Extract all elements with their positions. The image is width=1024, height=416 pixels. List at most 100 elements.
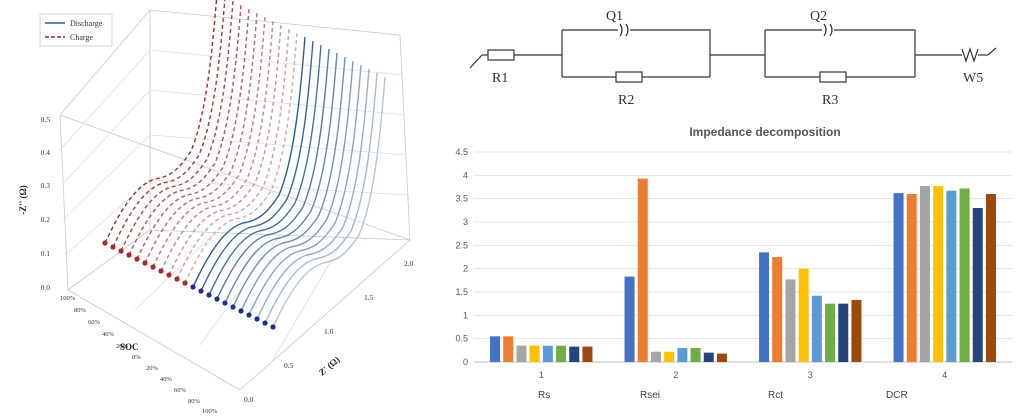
soc-tick: 80% bbox=[188, 398, 201, 405]
charge-marker-1 bbox=[102, 240, 108, 246]
x-ticks: 0.0 0.5 1.0 1.5 2.0 bbox=[244, 259, 414, 404]
cpe-q1 bbox=[619, 23, 629, 37]
bar-grid bbox=[474, 151, 1012, 363]
soc-tick: 100% bbox=[202, 408, 218, 415]
discharge-marker-10 bbox=[262, 320, 268, 326]
category-sublabel: Rsei bbox=[640, 390, 660, 401]
bar-series bbox=[490, 178, 996, 362]
charge-curve-9 bbox=[168, 24, 282, 276]
bar-x-ticks: 1 2 3 4 bbox=[539, 370, 948, 380]
soc-tick: 0% bbox=[132, 354, 141, 361]
soc-ticks: 100% 80% 60% 40% 20% 0% 20% 40% 60% 80% … bbox=[60, 295, 218, 415]
y-tick-label: 1.5 bbox=[455, 287, 468, 297]
bar-cat3-s1 bbox=[759, 252, 770, 362]
discharge-curve-5 bbox=[224, 52, 338, 304]
charge-marker-11 bbox=[182, 280, 188, 286]
bar-cat3-s7 bbox=[838, 303, 849, 362]
z-tick: 0.1 bbox=[41, 249, 51, 258]
charge-marker-2 bbox=[110, 244, 116, 250]
bar-cat4-s6 bbox=[959, 188, 970, 362]
circuit-lead bbox=[987, 47, 997, 56]
x-tick: 2.0 bbox=[404, 259, 414, 268]
bar-cat3-s5 bbox=[811, 295, 822, 362]
cpe-q2 bbox=[823, 23, 833, 37]
discharge-curve-8 bbox=[248, 64, 362, 316]
y-tick-label: 4 bbox=[463, 170, 468, 180]
bar-cat2-s6 bbox=[690, 348, 701, 362]
charge-marker-4 bbox=[126, 252, 132, 258]
bar-cat1-s2 bbox=[503, 336, 514, 362]
bar-cat3-s6 bbox=[825, 303, 836, 362]
bar-cat4-s8 bbox=[985, 194, 996, 362]
z-tick: 0.4 bbox=[41, 148, 51, 157]
discharge-marker-7 bbox=[238, 308, 244, 314]
bar-cat1-s7 bbox=[569, 346, 580, 362]
soc-axis-label: SOC bbox=[120, 342, 139, 352]
y-tick-label: 4.5 bbox=[455, 147, 468, 157]
discharge-marker-9 bbox=[254, 316, 260, 322]
discharge-marker-4 bbox=[214, 296, 220, 302]
y-tick-label: 3.5 bbox=[455, 194, 468, 204]
bar-cat2-s1 bbox=[624, 276, 635, 362]
charge-marker-5 bbox=[134, 256, 140, 262]
charge-curve-8 bbox=[160, 20, 274, 272]
discharge-curve-6 bbox=[232, 56, 346, 308]
discharge-curve-10 bbox=[264, 72, 378, 324]
discharge-curve-4 bbox=[216, 48, 330, 300]
charge-curve-6 bbox=[144, 12, 258, 264]
z-tick: 0.5 bbox=[41, 115, 51, 124]
y-tick-label: 0 bbox=[463, 357, 468, 367]
axes-box bbox=[59, 9, 411, 391]
y-tick-label: 0.5 bbox=[455, 334, 468, 344]
markers-group bbox=[102, 240, 276, 330]
discharge-curve-7 bbox=[240, 60, 354, 312]
bar-cat4-s3 bbox=[919, 186, 930, 362]
soc-tick: 80% bbox=[74, 307, 87, 314]
bar-y-ticks: 0 0.5 1 1.5 2 2.5 3 3.5 4 4.5 bbox=[455, 147, 468, 367]
z-tick: 0.0 bbox=[41, 283, 51, 292]
bar-cat2-s2 bbox=[637, 178, 648, 362]
category-sublabel: DCR bbox=[886, 390, 908, 401]
label-q1: Q1 bbox=[606, 9, 623, 24]
label-r2: R2 bbox=[618, 93, 634, 108]
label-r3: R3 bbox=[822, 93, 838, 108]
legend-discharge-label: Discharge bbox=[70, 19, 103, 28]
discharge-curve-3 bbox=[208, 44, 322, 296]
y-tick-label: 1 bbox=[463, 310, 468, 320]
warburg-w5 bbox=[961, 47, 979, 63]
discharge-curve-1 bbox=[192, 36, 306, 288]
charge-marker-9 bbox=[166, 272, 172, 278]
charge-curve-5 bbox=[136, 8, 250, 260]
label-q2: Q2 bbox=[810, 9, 827, 24]
legend: Discharge Charge bbox=[39, 13, 113, 47]
charge-curve-1 bbox=[104, 0, 218, 244]
bar-cat1-s1 bbox=[490, 336, 501, 362]
equivalent-circuit: R1 Q1 R2 Q2 R3 W5 bbox=[469, 9, 997, 108]
z-ticks: 0.0 0.1 0.2 0.3 0.4 0.5 bbox=[41, 115, 51, 292]
bar-cat2-s5 bbox=[677, 348, 688, 362]
charge-curve-7 bbox=[152, 16, 266, 268]
curves-group bbox=[104, 0, 386, 328]
bar-cat4-s5 bbox=[946, 190, 957, 362]
x-tick: 0.5 bbox=[284, 361, 294, 370]
bar-cat1-s4 bbox=[529, 345, 540, 362]
charge-curve-11 bbox=[184, 32, 298, 284]
x-tick: 1.5 bbox=[364, 293, 374, 302]
discharge-curve-2 bbox=[200, 40, 314, 292]
nyquist-3d-plot: Discharge Charge 0.0 0.1 0.2 0.3 0.4 0.5… bbox=[18, 0, 414, 415]
discharge-curve-11 bbox=[272, 76, 386, 328]
soc-tick: 20% bbox=[116, 343, 129, 350]
bar-cat3-s4 bbox=[798, 268, 809, 362]
x-tick: 1.0 bbox=[324, 327, 334, 336]
bar-cat3-s8 bbox=[851, 299, 862, 362]
charge-marker-7 bbox=[150, 264, 156, 270]
wire bbox=[630, 29, 711, 77]
resistor-r1 bbox=[487, 49, 515, 61]
circuit-lead bbox=[469, 54, 483, 69]
bar-cat4-s4 bbox=[933, 186, 944, 362]
y-tick-label: 2.5 bbox=[455, 240, 468, 250]
soc-tick: 60% bbox=[88, 319, 101, 326]
z-axis-label: -Z'' (Ω) bbox=[18, 185, 28, 214]
wire bbox=[834, 29, 916, 77]
soc-tick: 100% bbox=[60, 295, 76, 302]
